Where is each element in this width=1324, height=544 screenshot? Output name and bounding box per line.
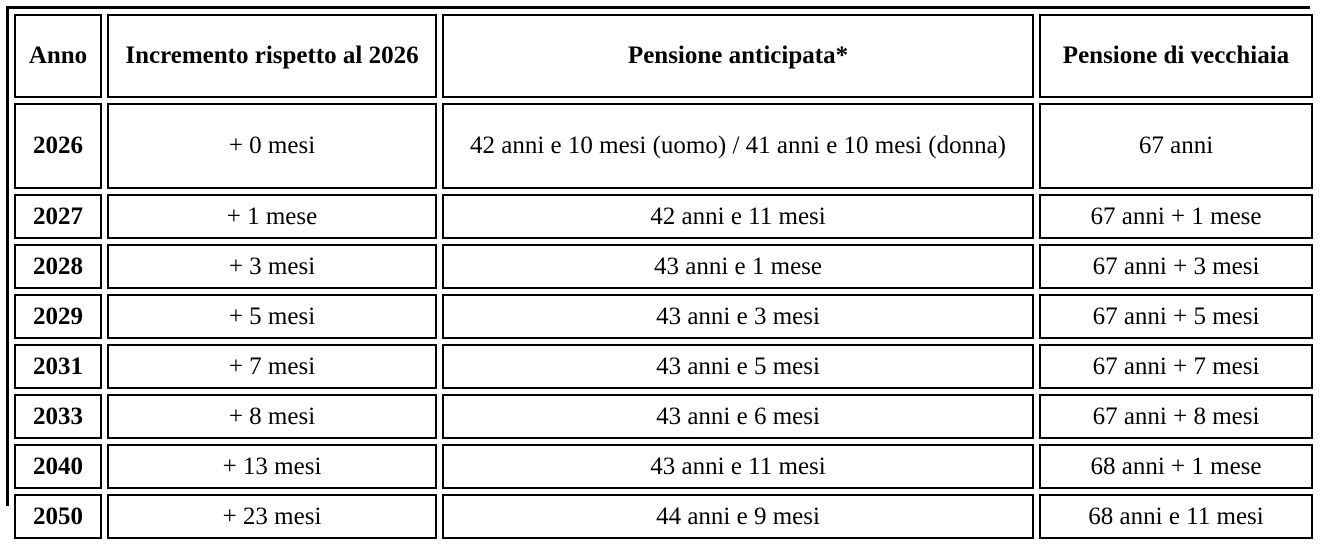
cell-pensione-anticipata: 42 anni e 11 mesi [442, 194, 1034, 239]
pension-requirements-table: Anno Incremento rispetto al 2026 Pension… [9, 9, 1318, 544]
cell-incremento: + 3 mesi [107, 244, 437, 289]
cell-anno: 2029 [14, 294, 102, 339]
table-header-row: Anno Incremento rispetto al 2026 Pension… [14, 14, 1313, 98]
cell-anno: 2040 [14, 444, 102, 489]
cell-anno: 2026 [14, 103, 102, 189]
table-row: 2028 + 3 mesi 43 anni e 1 mese 67 anni +… [14, 244, 1313, 289]
cell-anno: 2027 [14, 194, 102, 239]
cell-pensione-anticipata: 43 anni e 11 mesi [442, 444, 1034, 489]
pension-table-frame: Anno Incremento rispetto al 2026 Pension… [6, 6, 1318, 544]
cell-pensione-anticipata: 42 anni e 10 mesi (uomo) / 41 anni e 10 … [442, 103, 1034, 189]
table-row: 2029 + 5 mesi 43 anni e 3 mesi 67 anni +… [14, 294, 1313, 339]
column-header-pensione-anticipata: Pensione anticipata* [442, 14, 1034, 98]
cell-pensione-vecchiaia: 67 anni [1039, 103, 1313, 189]
cell-incremento: + 5 mesi [107, 294, 437, 339]
cell-incremento: + 7 mesi [107, 344, 437, 389]
cell-pensione-anticipata: 44 anni e 9 mesi [442, 494, 1034, 539]
column-header-incremento: Incremento rispetto al 2026 [107, 14, 437, 98]
column-header-pensione-vecchiaia: Pensione di vecchiaia [1039, 14, 1313, 98]
cell-anno: 2033 [14, 394, 102, 439]
cell-incremento: + 1 mese [107, 194, 437, 239]
table-row: 2031 + 7 mesi 43 anni e 5 mesi 67 anni +… [14, 344, 1313, 389]
cell-pensione-anticipata: 43 anni e 1 mese [442, 244, 1034, 289]
cell-pensione-vecchiaia: 67 anni + 7 mesi [1039, 344, 1313, 389]
cell-anno: 2050 [14, 494, 102, 539]
cell-anno: 2031 [14, 344, 102, 389]
cell-incremento: + 8 mesi [107, 394, 437, 439]
cell-pensione-vecchiaia: 67 anni + 1 mese [1039, 194, 1313, 239]
table-row: 2040 + 13 mesi 43 anni e 11 mesi 68 anni… [14, 444, 1313, 489]
cell-pensione-anticipata: 43 anni e 6 mesi [442, 394, 1034, 439]
cell-incremento: + 13 mesi [107, 444, 437, 489]
cell-pensione-vecchiaia: 68 anni + 1 mese [1039, 444, 1313, 489]
cell-incremento: + 23 mesi [107, 494, 437, 539]
table-row: 2026 + 0 mesi 42 anni e 10 mesi (uomo) /… [14, 103, 1313, 189]
cell-pensione-vecchiaia: 67 anni + 5 mesi [1039, 294, 1313, 339]
cell-pensione-vecchiaia: 67 anni + 8 mesi [1039, 394, 1313, 439]
cell-pensione-anticipata: 43 anni e 3 mesi [442, 294, 1034, 339]
table-row: 2027 + 1 mese 42 anni e 11 mesi 67 anni … [14, 194, 1313, 239]
cell-incremento: + 0 mesi [107, 103, 437, 189]
table-body: Anno Incremento rispetto al 2026 Pension… [14, 14, 1313, 539]
table-row: 2050 + 23 mesi 44 anni e 9 mesi 68 anni … [14, 494, 1313, 539]
cell-pensione-anticipata: 43 anni e 5 mesi [442, 344, 1034, 389]
cell-anno: 2028 [14, 244, 102, 289]
cell-pensione-vecchiaia: 67 anni + 3 mesi [1039, 244, 1313, 289]
column-header-anno: Anno [14, 14, 102, 98]
table-row: 2033 + 8 mesi 43 anni e 6 mesi 67 anni +… [14, 394, 1313, 439]
cell-pensione-vecchiaia: 68 anni e 11 mesi [1039, 494, 1313, 539]
